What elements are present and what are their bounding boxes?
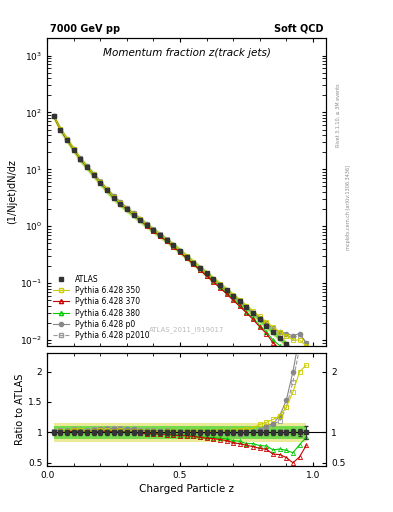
Text: Rivet 3.1.10, ≥ 3M events: Rivet 3.1.10, ≥ 3M events bbox=[336, 83, 341, 147]
Y-axis label: (1/Njet)dN/dz: (1/Njet)dN/dz bbox=[7, 160, 17, 224]
Legend: ATLAS, Pythia 6.428 350, Pythia 6.428 370, Pythia 6.428 380, Pythia 6.428 p0, Py: ATLAS, Pythia 6.428 350, Pythia 6.428 37… bbox=[51, 273, 152, 342]
Text: Momentum fraction z(track jets): Momentum fraction z(track jets) bbox=[103, 48, 271, 58]
Text: Soft QCD: Soft QCD bbox=[274, 24, 323, 34]
Text: mcplots.cern.ch [arXiv:1306.3436]: mcplots.cern.ch [arXiv:1306.3436] bbox=[346, 165, 351, 250]
Text: ATLAS_2011_I919017: ATLAS_2011_I919017 bbox=[149, 327, 224, 333]
X-axis label: Charged Particle z: Charged Particle z bbox=[139, 484, 234, 494]
Text: 7000 GeV pp: 7000 GeV pp bbox=[50, 24, 120, 34]
Y-axis label: Ratio to ATLAS: Ratio to ATLAS bbox=[15, 374, 25, 445]
